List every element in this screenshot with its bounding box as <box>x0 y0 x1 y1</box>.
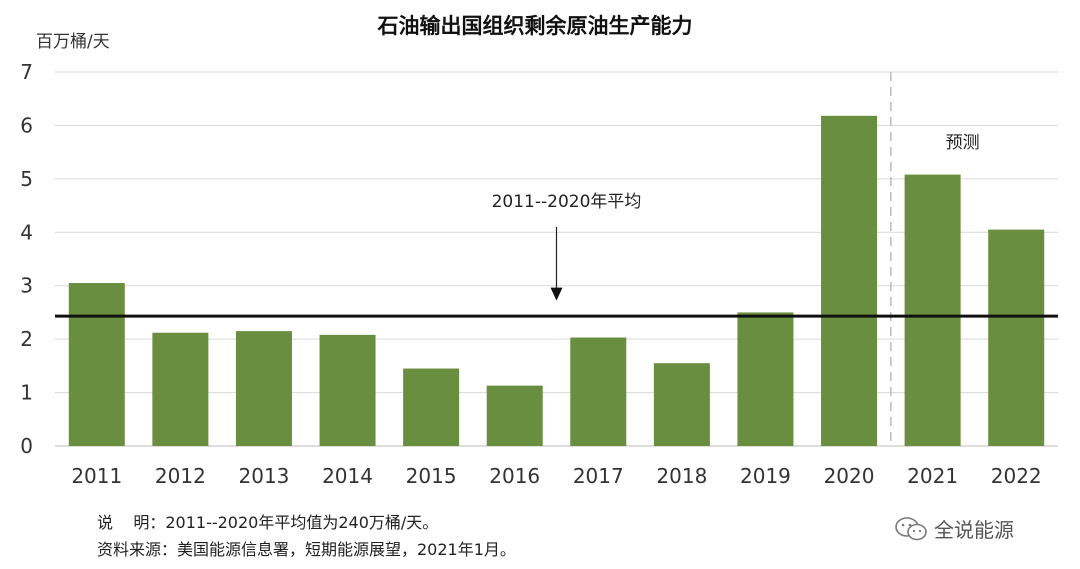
note-source: 资料来源：美国能源信息署，短期能源展望，2021年1月。 <box>97 540 516 559</box>
bar <box>904 174 961 446</box>
chart-title: 石油输出国组织剩余原油生产能力 <box>377 14 693 38</box>
watermark: 全说能源 <box>894 514 1014 543</box>
x-tick-label: 2016 <box>489 464 540 488</box>
y-axis-unit-label: 百万桶/天 <box>36 32 110 52</box>
bar <box>319 334 376 446</box>
y-tick-label: 2 <box>20 327 33 351</box>
x-axis-ticks: 2011 2012 2013 2014 2015 2016 2017 2018 2019 2020… <box>71 464 1041 488</box>
average-arrow-head <box>550 287 563 301</box>
x-tick-label: 2019 <box>740 464 791 488</box>
bar <box>235 331 292 446</box>
bar <box>653 363 710 446</box>
x-tick-label: 2015 <box>406 464 457 488</box>
y-tick-label: 4 <box>20 220 33 244</box>
bar <box>68 283 125 446</box>
wechat-icon <box>895 516 927 540</box>
bar <box>486 385 543 446</box>
y-tick-label: 3 <box>20 274 33 298</box>
x-tick-label: 2017 <box>573 464 624 488</box>
average-label: 2011--2020年平均 <box>492 192 642 212</box>
x-tick-label: 2021 <box>907 464 958 488</box>
forecast-label: 预测 <box>946 133 980 153</box>
x-tick-label: 2013 <box>239 464 290 488</box>
watermark-text: 全说能源 <box>934 518 1014 542</box>
annotations: 预测 2011--2020年平均 <box>55 72 1058 446</box>
note-description: 说 明：2011--2020年平均值为240万桶/天。 <box>97 513 439 532</box>
bar <box>821 115 878 446</box>
x-tick-label: 2020 <box>824 464 875 488</box>
y-tick-label: 5 <box>20 167 33 191</box>
y-tick-label: 7 <box>20 60 33 84</box>
bar <box>152 332 209 446</box>
x-tick-label: 2012 <box>155 464 206 488</box>
bar <box>570 337 627 446</box>
x-tick-label: 2022 <box>991 464 1042 488</box>
bar <box>403 368 460 446</box>
x-tick-label: 2014 <box>322 464 373 488</box>
bar <box>988 229 1045 446</box>
bars <box>68 115 1045 446</box>
bar <box>737 312 794 446</box>
x-tick-label: 2018 <box>656 464 707 488</box>
y-tick-label: 1 <box>20 381 33 405</box>
y-tick-label: 6 <box>20 113 33 137</box>
x-tick-label: 2011 <box>71 464 122 488</box>
y-tick-label: 0 <box>20 434 33 458</box>
y-axis-ticks: 0 1 2 3 4 5 6 7 <box>20 60 33 458</box>
